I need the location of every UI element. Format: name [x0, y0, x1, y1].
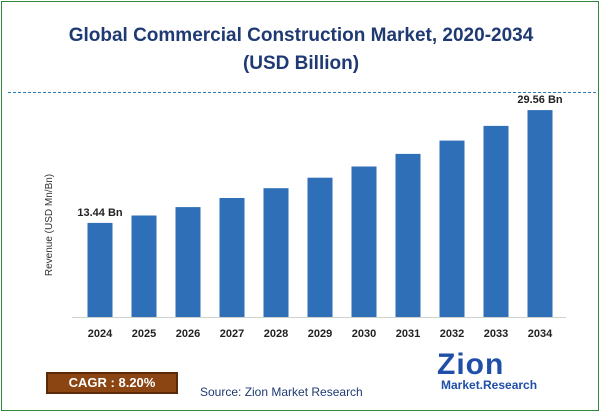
y-axis-label: Revenue (USD Mn/Bn): [44, 174, 55, 276]
title-line-2: (USD Billion): [242, 53, 360, 74]
zion-logo: Zion Market.Research: [437, 350, 557, 394]
bar-2028: [263, 188, 289, 317]
x-tick-label: 2028: [264, 328, 288, 340]
bar-2034: [527, 110, 553, 317]
x-tick-label: 2032: [440, 328, 464, 340]
cagr-badge: CAGR : 8.20%: [46, 372, 178, 394]
x-tick-label: 2030: [352, 328, 376, 340]
logo-main-text: Zion: [437, 348, 505, 381]
title-line-1: Global Commercial Construction Market, 2…: [68, 25, 534, 46]
bar-2029: [307, 177, 333, 317]
data-label: 13.44 Bn: [77, 207, 123, 219]
cagr-value: 8.20%: [118, 375, 156, 390]
bar-2025: [131, 215, 157, 317]
x-tick-label: 2026: [176, 328, 200, 340]
bar-2033: [483, 125, 509, 318]
chart-title: Global Commercial Construction Market, 2…: [0, 22, 602, 78]
data-label: 29.56 Bn: [517, 94, 563, 106]
x-tick-label: 2027: [220, 328, 244, 340]
x-tick-label: 2031: [396, 328, 420, 340]
x-tick-label: 2034: [528, 328, 553, 340]
x-tick-label: 2029: [308, 328, 332, 340]
bar-2027: [219, 198, 245, 317]
logo-sub-text: Market.Research: [441, 378, 538, 392]
bar-2024: [87, 222, 113, 317]
x-tick-label: 2024: [88, 328, 113, 340]
x-tick-label: 2033: [484, 328, 508, 340]
title-divider: [8, 92, 596, 93]
bar-2026: [175, 207, 201, 317]
source-text: Source: Zion Market Research: [200, 385, 363, 399]
x-tick-label: 2025: [132, 328, 156, 340]
cagr-label: CAGR :: [68, 375, 119, 390]
bar-2030: [351, 166, 377, 317]
bar-2031: [395, 153, 421, 317]
bar-2032: [439, 140, 465, 317]
